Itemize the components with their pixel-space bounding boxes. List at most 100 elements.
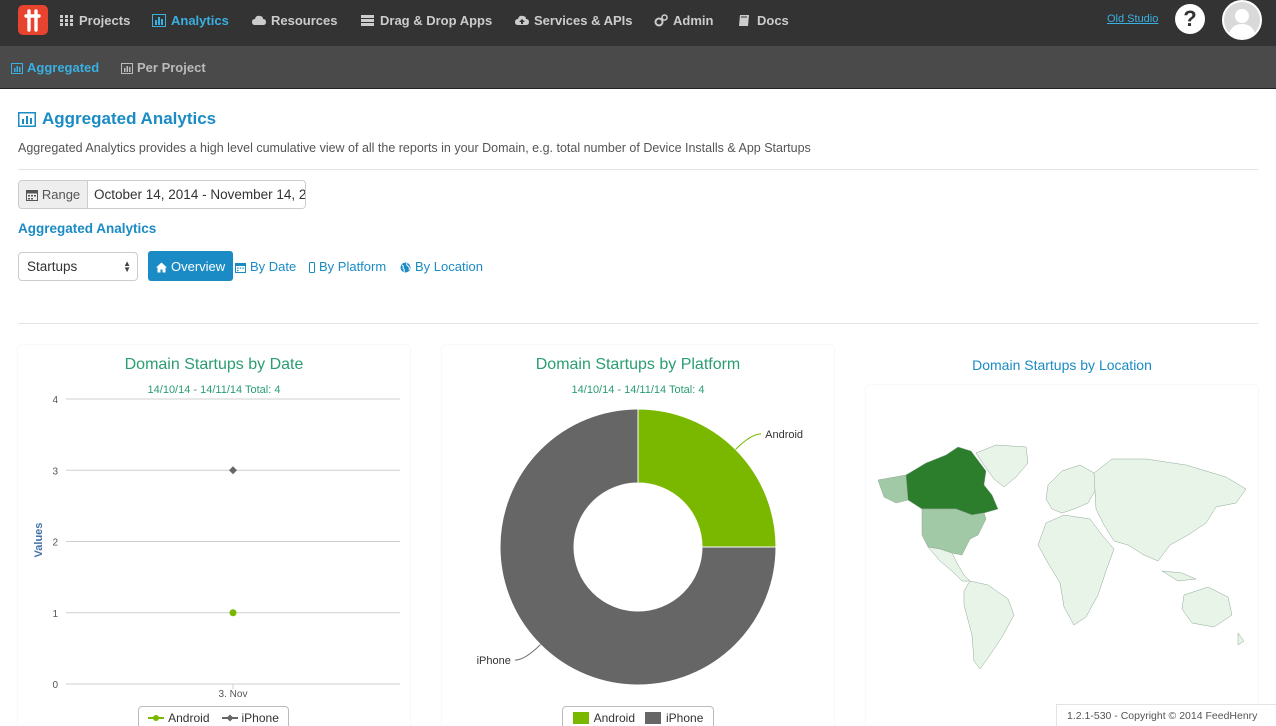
data-point-android[interactable] bbox=[229, 609, 237, 617]
date-range-input[interactable] bbox=[88, 181, 305, 208]
nav-drag-drop-apps-label: Drag & Drop Apps bbox=[380, 12, 493, 28]
nav-admin[interactable]: Admin bbox=[654, 0, 713, 40]
help-button[interactable]: ? bbox=[1175, 4, 1205, 34]
data-point-iphone[interactable] bbox=[229, 466, 237, 475]
home-icon bbox=[156, 261, 167, 272]
region-alaska[interactable] bbox=[877, 474, 909, 504]
region-asia[interactable] bbox=[1093, 458, 1247, 562]
region-europe[interactable] bbox=[1045, 464, 1097, 514]
y-tick-label: 2 bbox=[52, 538, 58, 549]
nav-projects-label: Projects bbox=[79, 12, 131, 28]
metric-select[interactable]: Startups ▲ ▼ bbox=[18, 252, 138, 281]
y-tick-label: 0 bbox=[52, 680, 58, 691]
startups-by-location-panel: Domain Startups by Location bbox=[866, 345, 1258, 726]
pie-slice-android[interactable] bbox=[637, 408, 777, 548]
region-africa[interactable] bbox=[1037, 514, 1115, 626]
globe-icon bbox=[400, 261, 411, 272]
date-range-picker: Range bbox=[18, 180, 306, 209]
legend-label-android: Android bbox=[593, 710, 635, 725]
tab-by-date[interactable]: By Date bbox=[235, 251, 296, 281]
nav-services-apis[interactable]: Services & APIs bbox=[515, 0, 633, 40]
page-title-text: Aggregated Analytics bbox=[42, 109, 217, 128]
user-silhouette-icon bbox=[1228, 9, 1256, 38]
chart-title: Domain Startups by Platform bbox=[535, 356, 741, 373]
tab-by-location[interactable]: By Location bbox=[400, 251, 483, 281]
y-axis-title: Values bbox=[33, 523, 45, 558]
region-new-zealand[interactable] bbox=[1237, 632, 1245, 646]
legend-marker-iphone bbox=[221, 714, 238, 721]
tab-overview[interactable]: Overview bbox=[148, 251, 234, 281]
nav-projects[interactable]: Projects bbox=[60, 0, 130, 40]
legend-swatch-android bbox=[572, 711, 589, 724]
nav-resources[interactable]: Resources bbox=[252, 0, 337, 40]
pie-slice-iphone[interactable] bbox=[499, 408, 777, 686]
tab-by-platform[interactable]: By Platform bbox=[309, 251, 386, 281]
old-studio-link[interactable]: Old Studio bbox=[1107, 13, 1159, 25]
select-arrows-icon: ▲ ▼ bbox=[123, 259, 131, 274]
chart-title: Domain Startups by Date bbox=[124, 356, 304, 373]
divider bbox=[18, 323, 1258, 324]
region-indonesia[interactable] bbox=[1161, 570, 1197, 582]
grid-icon bbox=[60, 14, 73, 27]
world-map-svg bbox=[877, 444, 1247, 670]
slice-label: iPhone bbox=[477, 655, 511, 667]
chart-subtitle: 14/10/14 - 14/11/14 Total: 4 bbox=[571, 384, 705, 396]
feedhenry-logo[interactable] bbox=[18, 5, 48, 35]
line-chart: Values 0 1 2 3 4 3. Nov bbox=[33, 395, 400, 700]
metric-select-value: Startups bbox=[27, 259, 78, 274]
sub-navbar: Aggregated Per Project bbox=[0, 46, 1276, 89]
region-mexico[interactable] bbox=[927, 546, 971, 582]
y-tick-label: 3 bbox=[52, 466, 58, 477]
calendar-icon bbox=[25, 189, 38, 201]
page-description: Aggregated Analytics provides a high lev… bbox=[18, 141, 811, 155]
chart-legend: Android iPhone bbox=[562, 706, 714, 726]
nav-analytics-label: Analytics bbox=[171, 12, 229, 28]
divider bbox=[18, 169, 1258, 170]
donut-chart: Android iPhone bbox=[477, 408, 803, 686]
region-australia[interactable] bbox=[1181, 586, 1233, 628]
list-icon bbox=[361, 14, 374, 27]
footer-copyright: 1.2.1-530 - Copyright © 2014 FeedHenry bbox=[1056, 704, 1276, 726]
legend-item-android[interactable]: Android bbox=[572, 710, 635, 725]
user-avatar[interactable] bbox=[1222, 0, 1262, 40]
mobile-icon bbox=[309, 261, 315, 273]
nav-services-apis-label: Services & APIs bbox=[534, 12, 633, 28]
legend-label-iphone: iPhone bbox=[241, 710, 279, 725]
chart-title: Domain Startups by Location bbox=[972, 357, 1152, 373]
legend-label-android: Android bbox=[168, 710, 210, 725]
calendar-icon bbox=[235, 261, 246, 273]
region-south-america[interactable] bbox=[963, 580, 1015, 670]
page-title: Aggregated Analytics bbox=[18, 109, 216, 129]
subnav-per-project[interactable]: Per Project bbox=[121, 60, 206, 75]
world-map bbox=[866, 385, 1258, 726]
legend-item-iphone[interactable]: iPhone bbox=[221, 710, 279, 725]
slice-label: Android bbox=[765, 429, 803, 441]
tab-by-location-label: By Location bbox=[415, 258, 483, 274]
nav-docs[interactable]: Docs bbox=[738, 0, 789, 40]
section-label: Aggregated Analytics bbox=[18, 221, 157, 236]
tab-by-platform-label: By Platform bbox=[319, 258, 387, 274]
cloud-icon bbox=[252, 14, 266, 27]
nav-drag-drop-apps[interactable]: Drag & Drop Apps bbox=[361, 0, 492, 40]
bar-chart-icon bbox=[18, 111, 36, 127]
nav-resources-label: Resources bbox=[271, 12, 338, 28]
chart-legend: Android iPhone bbox=[138, 706, 289, 726]
nav-docs-label: Docs bbox=[757, 12, 789, 28]
cloud-upload-icon bbox=[515, 14, 529, 27]
legend-swatch-iphone bbox=[645, 711, 661, 724]
chart-subtitle: 14/10/14 - 14/11/14 Total: 4 bbox=[147, 384, 281, 396]
legend-item-iphone[interactable]: iPhone bbox=[645, 711, 703, 725]
range-label: Range bbox=[41, 187, 81, 202]
subnav-aggregated[interactable]: Aggregated bbox=[11, 60, 99, 75]
tab-overview-label: Overview bbox=[171, 258, 226, 274]
region-greenland[interactable] bbox=[975, 444, 1029, 488]
subnav-aggregated-label: Aggregated bbox=[27, 60, 100, 75]
startups-by-platform-panel: Domain Startups by Platform 14/10/14 - 1… bbox=[442, 345, 834, 726]
legend-item-android[interactable]: Android bbox=[148, 710, 210, 725]
range-addon: Range bbox=[19, 181, 88, 208]
legend-label-iphone: iPhone bbox=[666, 710, 704, 725]
nav-analytics[interactable]: Analytics bbox=[152, 0, 229, 40]
book-icon bbox=[738, 14, 751, 27]
x-tick-label: 3. Nov bbox=[219, 689, 248, 700]
y-tick-label: 1 bbox=[52, 609, 58, 620]
